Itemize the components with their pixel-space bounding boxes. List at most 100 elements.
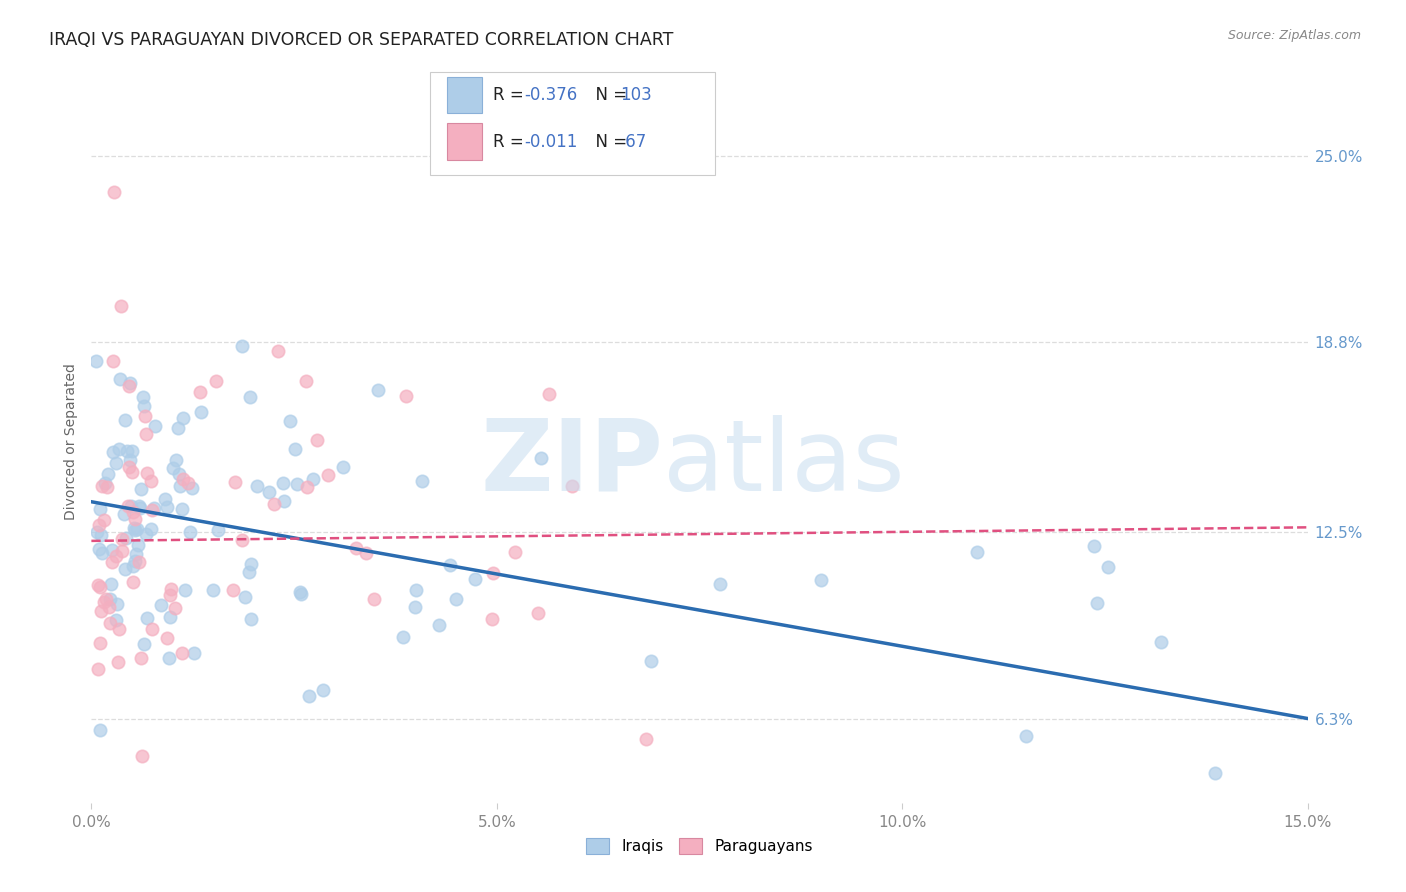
Point [118, 376, 141, 390]
Point [354, 546, 377, 560]
Text: 103: 103 [620, 87, 651, 104]
Point [411, 474, 433, 488]
Point [1015, 729, 1038, 743]
Point [157, 651, 180, 665]
Point [125, 522, 148, 536]
Point [129, 501, 152, 516]
Text: R =: R = [494, 133, 529, 151]
Point [111, 544, 134, 558]
Point [104, 457, 127, 471]
Point [395, 389, 418, 403]
Point [527, 606, 550, 620]
Point [505, 545, 527, 559]
Text: N =: N = [585, 133, 633, 151]
Point [188, 385, 211, 400]
Point [222, 582, 245, 597]
Point [97, 467, 120, 482]
Point [405, 582, 427, 597]
Point [141, 622, 163, 636]
Legend: Iraqis, Paraguayans: Iraqis, Paraguayans [581, 832, 818, 860]
Point [156, 632, 179, 646]
Point [87, 541, 110, 556]
Point [89, 723, 111, 738]
Bar [447, 77, 482, 113]
Point [90, 604, 112, 618]
Point [90, 528, 112, 542]
Point [129, 651, 152, 665]
Point [305, 433, 328, 447]
Point [101, 542, 124, 557]
Point [127, 538, 149, 552]
Point [122, 575, 145, 590]
Text: ZIP: ZIP [479, 415, 664, 512]
Point [139, 474, 162, 488]
Point [149, 598, 172, 612]
Point [302, 472, 325, 486]
Point [122, 505, 145, 519]
Point [114, 531, 136, 545]
Point [170, 501, 193, 516]
Point [105, 549, 128, 563]
Point [311, 683, 333, 698]
Point [124, 523, 146, 537]
Point [128, 499, 150, 513]
Text: 67: 67 [620, 133, 647, 151]
FancyBboxPatch shape [430, 72, 716, 175]
Point [172, 646, 194, 660]
Point [118, 459, 141, 474]
Point [1083, 539, 1105, 553]
Bar [447, 123, 482, 160]
Point [231, 533, 253, 547]
Point [86, 524, 108, 539]
Point [439, 558, 461, 573]
Point [97, 599, 120, 614]
Text: Source: ZipAtlas.com: Source: ZipAtlas.com [1227, 29, 1361, 42]
Point [285, 477, 308, 491]
Point [93, 513, 115, 527]
Point [231, 339, 253, 353]
Text: atlas: atlas [664, 415, 904, 512]
Point [100, 555, 122, 569]
Point [134, 409, 156, 424]
Point [427, 618, 450, 632]
Point [87, 518, 110, 533]
Point [94, 592, 117, 607]
Point [96, 479, 118, 493]
Point [156, 500, 179, 515]
Text: IRAQI VS PARAGUAYAN DIVORCED OR SEPARATED CORRELATION CHART: IRAQI VS PARAGUAYAN DIVORCED OR SEPARATE… [49, 31, 673, 49]
Point [121, 465, 143, 479]
Point [110, 299, 132, 313]
Point [132, 399, 155, 413]
Point [112, 507, 135, 521]
Point [174, 583, 197, 598]
Point [117, 500, 139, 514]
Point [233, 590, 256, 604]
Point [132, 390, 155, 404]
Point [179, 525, 201, 540]
Point [169, 479, 191, 493]
Point [93, 595, 115, 609]
Point [100, 577, 122, 591]
Point [141, 503, 163, 517]
Point [224, 475, 246, 490]
Point [136, 466, 159, 480]
Point [391, 630, 413, 644]
Point [239, 391, 262, 405]
Point [142, 500, 165, 515]
Point [125, 547, 148, 561]
Point [162, 460, 184, 475]
Point [136, 610, 159, 624]
Point [367, 384, 389, 398]
Point [177, 476, 200, 491]
Point [481, 566, 503, 581]
Point [202, 582, 225, 597]
Point [107, 655, 129, 669]
Point [167, 467, 190, 481]
Y-axis label: Divorced or Separated: Divorced or Separated [65, 363, 79, 520]
Point [172, 472, 194, 486]
Point [108, 442, 131, 457]
Point [634, 731, 657, 746]
Point [530, 451, 553, 466]
Point [404, 599, 426, 614]
Point [278, 414, 301, 428]
